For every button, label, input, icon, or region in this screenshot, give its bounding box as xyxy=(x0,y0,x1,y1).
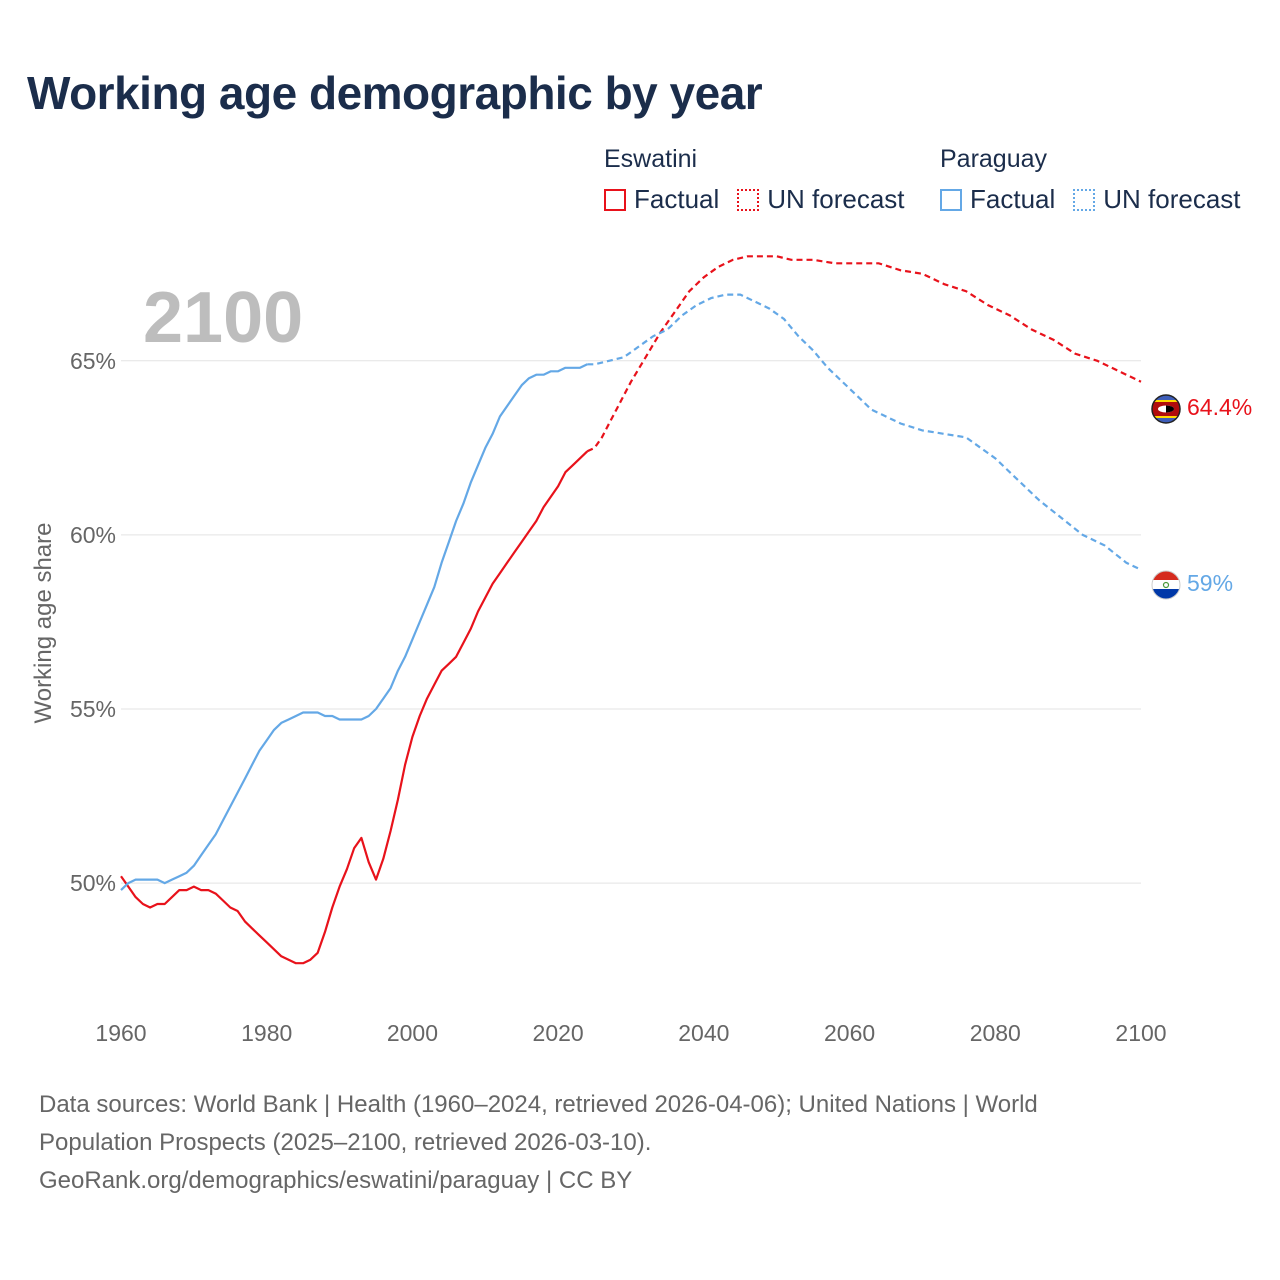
eswatini-forecast-line xyxy=(586,255,1142,453)
sources-line: Population Prospects (2025–2100, retriev… xyxy=(39,1129,652,1156)
legend-item-paraguay-factual[interactable]: Factual xyxy=(940,184,1055,215)
legend-item-label: UN forecast xyxy=(767,184,905,214)
dotted-swatch-icon xyxy=(737,188,760,211)
paraguay-end-value: 59% xyxy=(1187,570,1233,596)
x-tick-label: 2040 xyxy=(678,1020,729,1046)
solid-swatch-icon xyxy=(940,188,962,211)
paraguay-flag-icon xyxy=(1152,571,1180,599)
x-tick-label: 2080 xyxy=(970,1020,1021,1046)
legend-item-eswatini-forecast[interactable]: UN forecast xyxy=(737,184,905,215)
legend-paraguay[interactable]: Paraguay Factual UN forecast xyxy=(940,142,1259,215)
eswatini-end-value: 64.4% xyxy=(1187,394,1252,420)
y-tick-label: 65% xyxy=(70,348,116,374)
dotted-swatch-icon xyxy=(1073,188,1096,211)
eswatini-flag-icon xyxy=(1152,395,1180,423)
y-tick-label: 60% xyxy=(70,522,116,548)
chart-title: Working age demographic by year xyxy=(27,67,763,119)
year-overlay: 2100 xyxy=(143,278,303,358)
legend-item-label: UN forecast xyxy=(1103,184,1241,214)
legend-country-label: Paraguay xyxy=(940,145,1048,173)
legend-item-paraguay-forecast[interactable]: UN forecast xyxy=(1073,184,1241,215)
y-axis-label: Working age share xyxy=(30,523,57,724)
sources-link[interactable]: GeoRank.org/demographics/eswatini/paragu… xyxy=(39,1167,633,1194)
paraguay-forecast-line xyxy=(587,293,1142,571)
x-tick-label: 1960 xyxy=(95,1020,146,1046)
eswatini-factual-line xyxy=(120,450,589,965)
y-tick-label: 50% xyxy=(70,870,116,896)
y-tick-label: 55% xyxy=(70,696,116,722)
x-tick-label: 2020 xyxy=(533,1020,584,1046)
legend-eswatini[interactable]: Eswatini Factual UN forecast xyxy=(604,142,923,215)
legend-item-eswatini-factual[interactable]: Factual xyxy=(604,184,719,215)
data-sources: Data sources: World Bank | Health (1960–… xyxy=(39,1086,1219,1200)
x-tick-label: 1980 xyxy=(241,1020,292,1046)
sources-line: Data sources: World Bank | Health (1960–… xyxy=(39,1091,1038,1118)
legend-item-label: Factual xyxy=(970,184,1056,214)
legend-item-label: Factual xyxy=(634,184,720,214)
solid-swatch-icon xyxy=(604,188,626,211)
x-tick-label: 2000 xyxy=(387,1020,438,1046)
line-chart: 2100 Working age share 50% 55% 60% 65% 1960 1… xyxy=(30,255,1252,1046)
legend-country-label: Eswatini xyxy=(604,145,698,173)
x-tick-label: 2060 xyxy=(824,1020,875,1046)
x-tick-label: 2100 xyxy=(1115,1020,1166,1046)
paraguay-factual-line xyxy=(120,363,588,891)
